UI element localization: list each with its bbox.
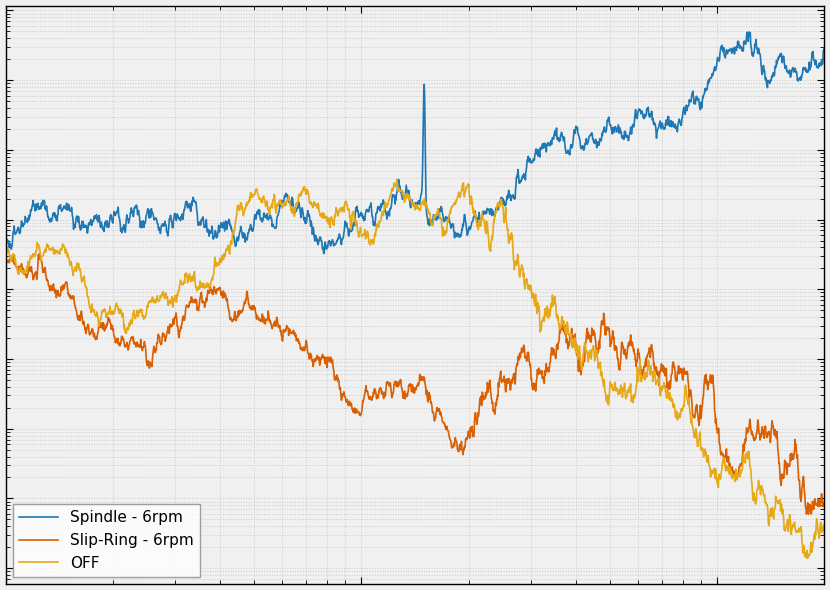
Spindle - 6rpm	[819, 44, 829, 51]
Slip-Ring - 6rpm	[378, 388, 388, 395]
OFF	[377, 209, 387, 217]
Spindle - 6rpm	[42, 209, 52, 217]
Slip-Ring - 6rpm	[43, 277, 53, 284]
Spindle - 6rpm	[797, 74, 807, 81]
Spindle - 6rpm	[796, 73, 806, 80]
OFF	[392, 176, 402, 183]
OFF	[399, 197, 409, 204]
Slip-Ring - 6rpm	[796, 495, 806, 502]
OFF	[42, 244, 52, 251]
Spindle - 6rpm	[646, 110, 656, 117]
OFF	[1, 253, 11, 260]
Line: OFF: OFF	[6, 179, 824, 558]
Spindle - 6rpm	[399, 195, 409, 202]
OFF	[796, 525, 806, 532]
Slip-Ring - 6rpm	[1, 253, 11, 260]
Slip-Ring - 6rpm	[819, 502, 829, 509]
Spindle - 6rpm	[1, 243, 11, 250]
Spindle - 6rpm	[378, 201, 388, 208]
Spindle - 6rpm	[319, 250, 329, 257]
OFF	[796, 523, 806, 530]
Slip-Ring - 6rpm	[34, 250, 44, 257]
Slip-Ring - 6rpm	[796, 498, 806, 505]
OFF	[646, 362, 656, 369]
OFF	[819, 530, 829, 537]
Slip-Ring - 6rpm	[646, 350, 656, 357]
Spindle - 6rpm	[744, 28, 754, 35]
Line: Slip-Ring - 6rpm: Slip-Ring - 6rpm	[6, 254, 824, 514]
Line: Spindle - 6rpm: Spindle - 6rpm	[6, 32, 824, 254]
Slip-Ring - 6rpm	[399, 391, 409, 398]
OFF	[803, 555, 813, 562]
Slip-Ring - 6rpm	[803, 511, 813, 518]
Legend: Spindle - 6rpm, Slip-Ring - 6rpm, OFF: Spindle - 6rpm, Slip-Ring - 6rpm, OFF	[13, 504, 199, 577]
